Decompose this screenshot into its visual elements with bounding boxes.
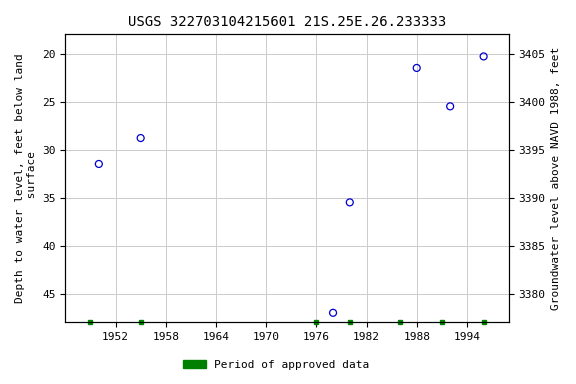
Legend: Period of approved data: Period of approved data <box>179 356 374 375</box>
Point <box>94 161 104 167</box>
Title: USGS 322703104215601 21S.25E.26.233333: USGS 322703104215601 21S.25E.26.233333 <box>128 15 446 29</box>
Point <box>136 135 145 141</box>
Y-axis label: Depth to water level, feet below land
 surface: Depth to water level, feet below land su… <box>15 53 37 303</box>
Point <box>479 53 488 60</box>
Point <box>412 65 421 71</box>
Point <box>446 103 455 109</box>
Point <box>328 310 338 316</box>
Y-axis label: Groundwater level above NAVD 1988, feet: Groundwater level above NAVD 1988, feet <box>551 47 561 310</box>
Point <box>345 199 354 205</box>
